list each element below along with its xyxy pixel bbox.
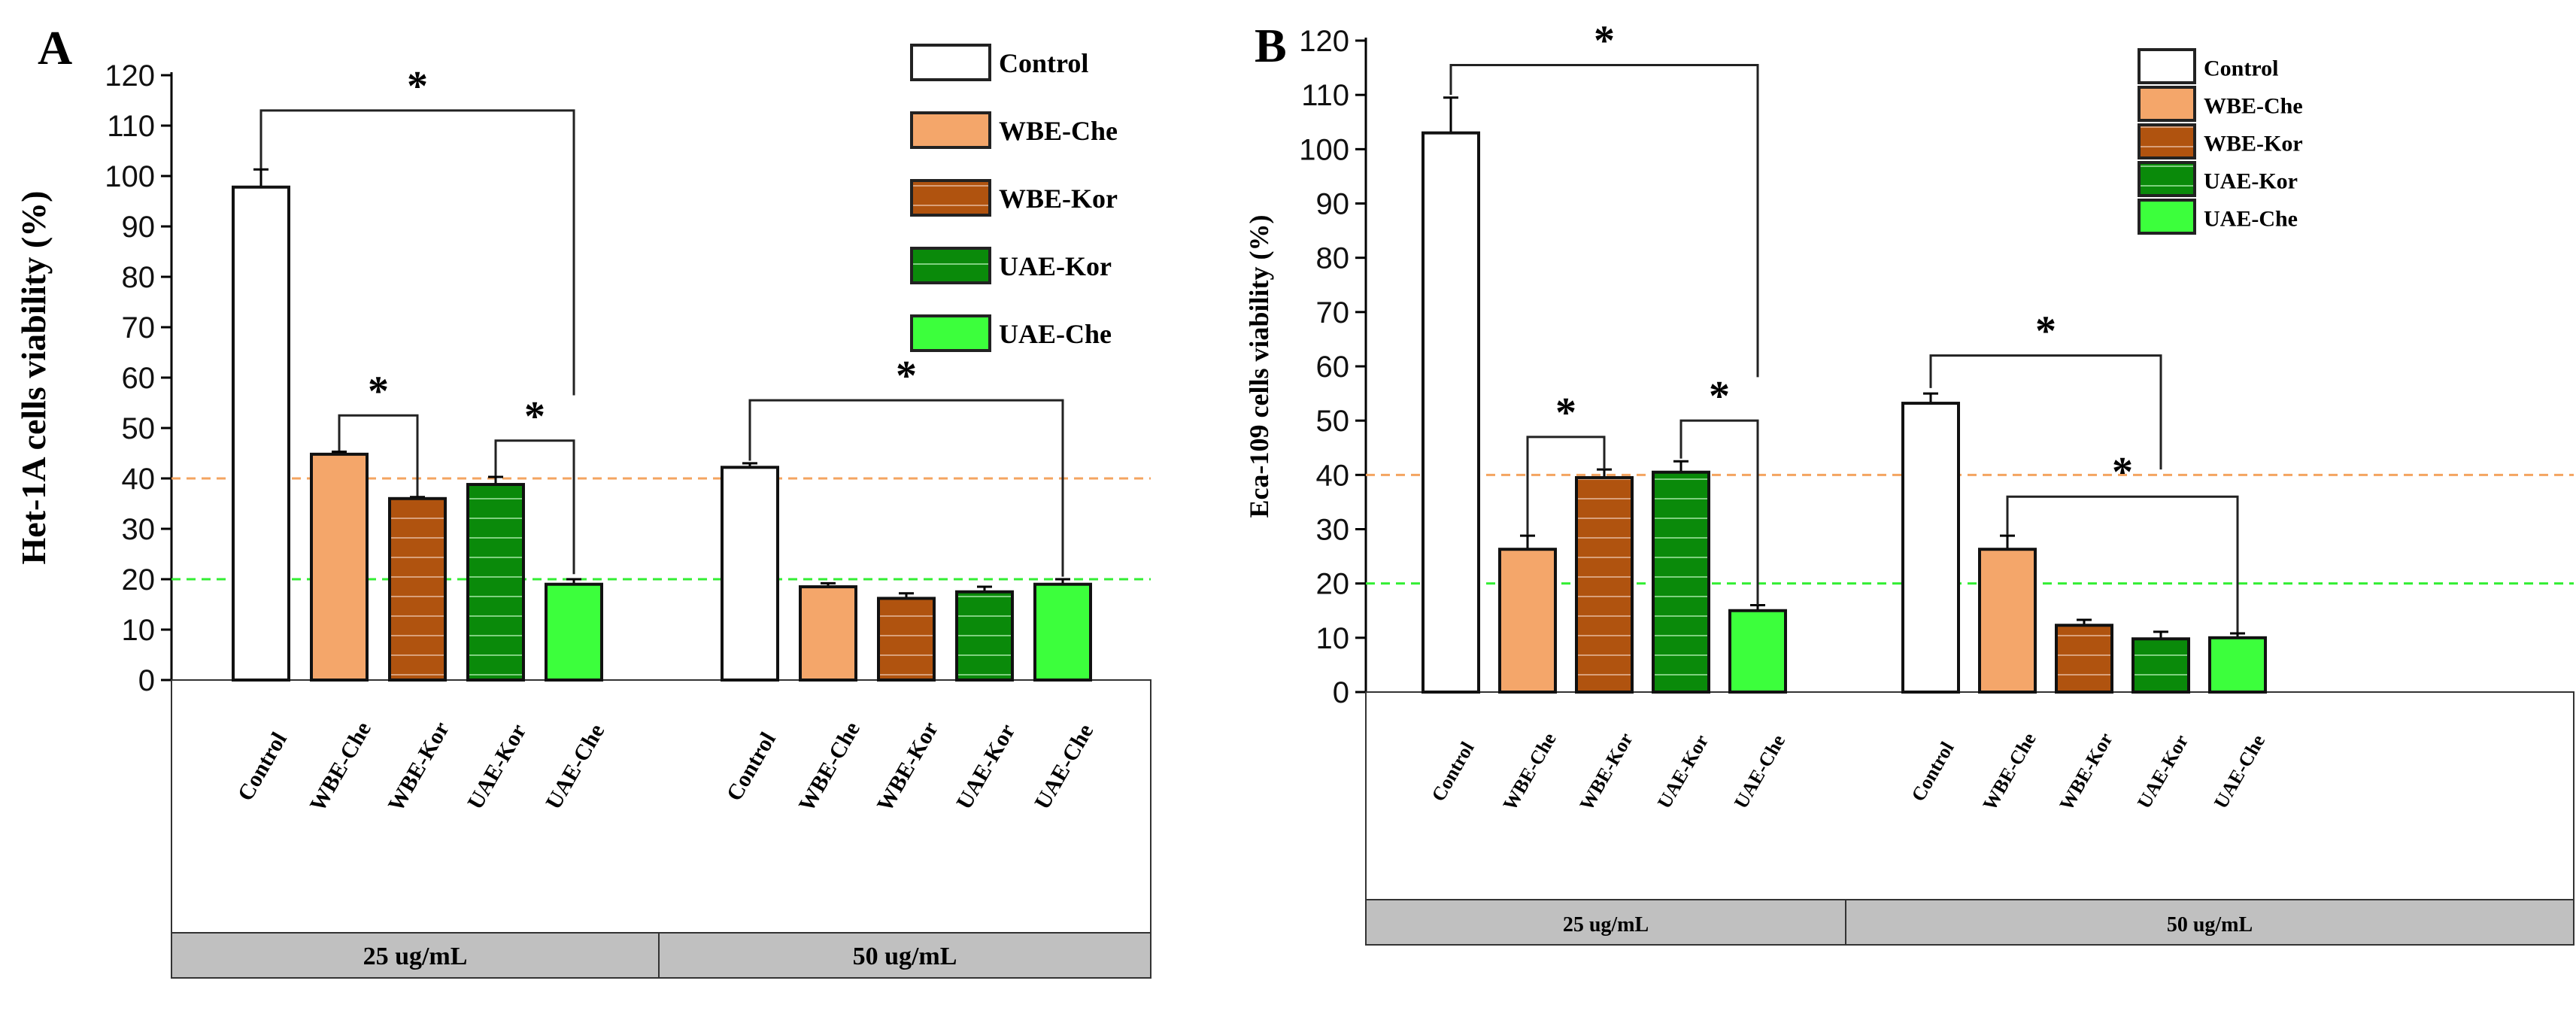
y-tick-label: 10 [122, 614, 156, 647]
y-tick-label: 30 [122, 513, 156, 546]
bar-wbe-che [1978, 548, 2037, 694]
bar-wbe-kor [388, 496, 447, 682]
group-label: 25 ug/mL [363, 943, 468, 970]
panel-label: B [1255, 19, 1287, 72]
legend-swatch-wbe-che [2138, 86, 2196, 122]
y-tick-label: 100 [105, 160, 155, 193]
legend-label: Control [999, 48, 1088, 78]
bar-wbe-kor [1575, 475, 1634, 694]
y-tick-label: 120 [1299, 25, 1349, 58]
bar-control [232, 185, 290, 682]
legend-label: WBE-Kor [2204, 131, 2303, 156]
y-tick-label: 50 [122, 412, 156, 445]
bar-control [721, 466, 779, 682]
legend-label: UAE-Kor [999, 251, 1112, 281]
y-tick-label: 60 [1316, 351, 1350, 384]
y-tick-label: 0 [1333, 676, 1349, 709]
significance-bracket [1526, 436, 1606, 535]
significance-star: * [524, 393, 545, 440]
bar-wbe-che [310, 452, 369, 682]
legend-swatch-wbe-kor [2138, 123, 2196, 159]
significance-star: * [368, 368, 389, 414]
legend-label: UAE-Kor [2204, 168, 2298, 193]
significance-bracket [1449, 63, 1759, 378]
bar-control [1901, 402, 1960, 694]
bar-wbe-che [799, 585, 857, 682]
group-band [171, 932, 1151, 979]
significance-bracket [259, 109, 575, 396]
y-tick-label: 110 [107, 110, 155, 143]
panel-label: A [38, 21, 72, 74]
legend-swatch-control [910, 44, 991, 81]
significance-bracket [748, 399, 1064, 577]
y-tick-label: 20 [1316, 568, 1350, 601]
y-tick-label: 30 [1316, 514, 1350, 547]
y-tick-label: 90 [122, 211, 156, 244]
bar-wbe-che [1498, 548, 1557, 694]
y-tick-label: 70 [122, 311, 156, 345]
significance-bracket [338, 414, 419, 496]
bar-uae-che [1728, 609, 1787, 694]
y-tick-label: 0 [138, 664, 155, 697]
significance-star: * [896, 353, 917, 399]
y-axis-label: Eca-109 cells viability (%) [1244, 215, 1274, 518]
legend-label: Control [2204, 56, 2278, 80]
legend-swatch-uae-kor [2138, 161, 2196, 197]
legend-swatch-uae-che [910, 314, 991, 352]
y-tick-label: 40 [1316, 459, 1350, 492]
legend-swatch-uae-kor [910, 247, 991, 284]
significance-star: * [1709, 373, 1730, 420]
bar-uae-kor [955, 590, 1014, 682]
category-box [171, 679, 1151, 934]
y-tick-label: 10 [1316, 622, 1350, 655]
significance-star: * [2035, 308, 2056, 355]
legend-label: UAE-Che [2204, 206, 2298, 231]
y-tick-label: 20 [122, 563, 156, 597]
significance-star: * [1555, 390, 1576, 436]
bar-wbe-kor [2055, 624, 2113, 694]
y-tick-label: 40 [122, 463, 156, 496]
bar-uae-kor [1652, 470, 1710, 694]
significance-star: * [2112, 449, 2133, 496]
bar-wbe-kor [877, 597, 936, 682]
bar-uae-che [2208, 636, 2267, 694]
y-axis-label: Het-1A cells viability (%) [14, 191, 53, 565]
y-tick-label: 70 [1316, 296, 1350, 329]
legend-label: WBE-Che [999, 116, 1118, 146]
bar-uae-kor [466, 483, 525, 682]
group-label: 50 ug/mL [2167, 913, 2253, 937]
panel-a: A Het-1A cells viability (%) 0 10 20 30 40 50 60… [14, 21, 1151, 979]
legend-swatch-uae-che [2138, 199, 2196, 235]
significance-star: * [407, 63, 428, 110]
y-tick-label: 110 [1301, 79, 1349, 112]
bar-control [1422, 131, 1480, 694]
y-tick-label: 120 [105, 59, 155, 93]
legend-label: WBE-Che [2204, 93, 2303, 118]
legend-swatch-wbe-che [910, 111, 991, 149]
y-tick-label: 80 [1316, 242, 1350, 275]
significance-star: * [1594, 17, 1615, 64]
category-box [1365, 691, 2574, 900]
bar-uae-kor [2131, 637, 2190, 694]
panel-b: B Eca-109 cells viability (%) 0 10 20 30 40 50 6… [1244, 17, 2574, 946]
legend-swatch-wbe-kor [910, 179, 991, 217]
y-tick-label: 90 [1316, 188, 1350, 221]
y-tick-label: 60 [122, 362, 156, 395]
group-label: 25 ug/mL [1563, 913, 1649, 937]
legend-label: UAE-Che [999, 319, 1112, 349]
significance-bracket [494, 439, 575, 575]
y-tick-label: 50 [1316, 405, 1350, 438]
bar-uae-che [1033, 582, 1092, 682]
legend-swatch-control [2138, 48, 2196, 84]
significance-bracket [1929, 354, 2162, 470]
group-label: 50 ug/mL [853, 943, 957, 970]
bar-uae-che [545, 582, 603, 682]
legend-label: WBE-Kor [999, 184, 1118, 214]
y-tick-label: 100 [1299, 133, 1349, 166]
significance-bracket [2006, 495, 2239, 633]
group-band [1365, 899, 2574, 946]
significance-bracket [1679, 419, 1759, 606]
y-tick-label: 80 [122, 261, 156, 294]
